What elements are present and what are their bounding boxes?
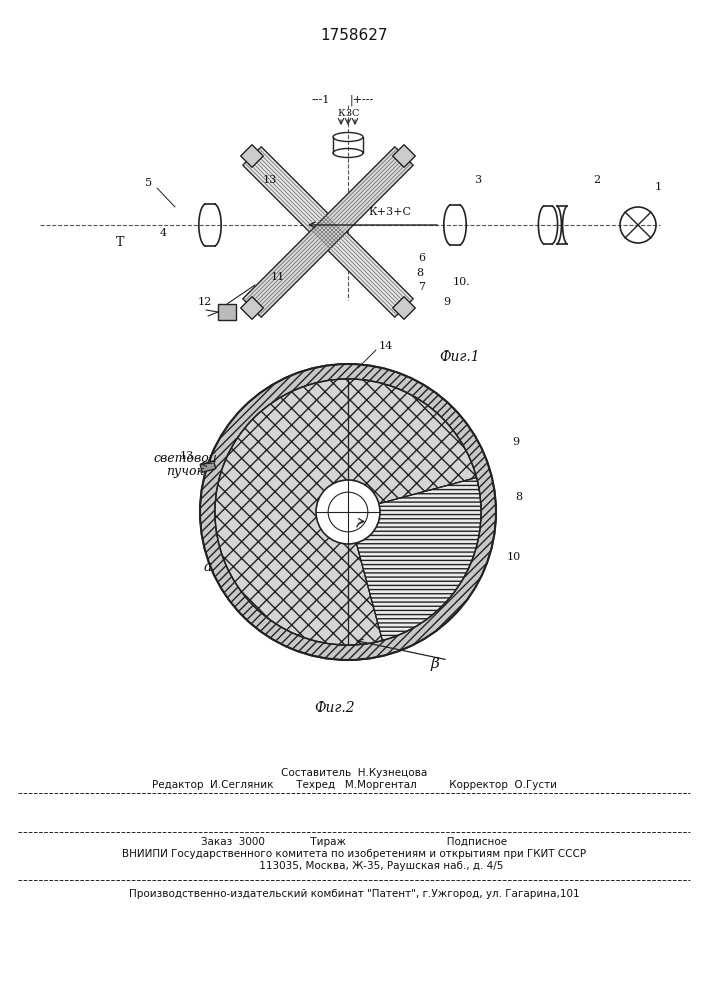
Text: 9: 9 (443, 297, 450, 307)
Text: 9: 9 (513, 437, 520, 447)
Polygon shape (240, 297, 263, 319)
Text: 1758627: 1758627 (320, 27, 387, 42)
Text: 10: 10 (507, 552, 521, 562)
Text: 6: 6 (419, 253, 426, 263)
Text: 12: 12 (198, 297, 212, 307)
Polygon shape (218, 304, 236, 320)
Text: Составитель  Н.Кузнецова: Составитель Н.Кузнецова (281, 768, 427, 778)
Polygon shape (240, 145, 263, 167)
Wedge shape (215, 379, 477, 645)
Text: Заказ  3000              Тираж                               Подписное: Заказ 3000 Тираж Подписное (201, 837, 507, 847)
Text: 3: 3 (345, 108, 351, 117)
Text: 14: 14 (379, 341, 393, 351)
Wedge shape (348, 478, 481, 640)
Text: 13: 13 (263, 175, 277, 185)
Wedge shape (200, 364, 496, 660)
Text: пучок: пучок (166, 464, 204, 478)
Polygon shape (200, 461, 216, 472)
Text: 8: 8 (416, 268, 423, 278)
Text: 5: 5 (146, 178, 153, 188)
Text: ---1: ---1 (312, 95, 330, 105)
Polygon shape (392, 297, 415, 319)
Text: а: а (204, 560, 212, 574)
Text: 1: 1 (655, 182, 662, 192)
Text: световой: световой (153, 452, 217, 464)
Text: 4: 4 (160, 228, 167, 238)
Text: 7: 7 (419, 282, 426, 292)
Text: ВНИИПИ Государственного комитета по изобретениям и открытиям при ГКИТ СССР: ВНИИПИ Государственного комитета по изоб… (122, 849, 586, 859)
Text: 13: 13 (180, 451, 194, 461)
Text: 2: 2 (593, 175, 600, 185)
Text: T: T (116, 236, 124, 249)
Text: С: С (351, 108, 358, 117)
Text: 10.: 10. (453, 277, 471, 287)
Text: К+3+С: К+3+С (368, 207, 411, 217)
Circle shape (316, 480, 380, 544)
Text: Фиг.1: Фиг.1 (440, 350, 480, 364)
Text: Производственно-издательский комбинат "Патент", г.Ужгород, ул. Гагарина,101: Производственно-издательский комбинат "П… (129, 889, 579, 899)
Text: Фиг.2: Фиг.2 (315, 701, 356, 715)
Text: Редактор  И.Сегляник       Техред   М.Моргентал          Корректор  О.Густи: Редактор И.Сегляник Техред М.Моргентал К… (151, 780, 556, 790)
Polygon shape (243, 147, 413, 317)
Text: К: К (337, 108, 345, 117)
Text: 11: 11 (271, 272, 285, 282)
Text: β: β (431, 657, 440, 671)
Text: 113035, Москва, Ж-35, Раушская наб., д. 4/5: 113035, Москва, Ж-35, Раушская наб., д. … (204, 861, 503, 871)
Circle shape (215, 379, 481, 645)
Polygon shape (243, 147, 413, 317)
Polygon shape (392, 145, 415, 167)
Text: 8: 8 (515, 492, 522, 502)
Text: 3: 3 (474, 175, 481, 185)
Text: |+---: |+--- (350, 94, 374, 106)
